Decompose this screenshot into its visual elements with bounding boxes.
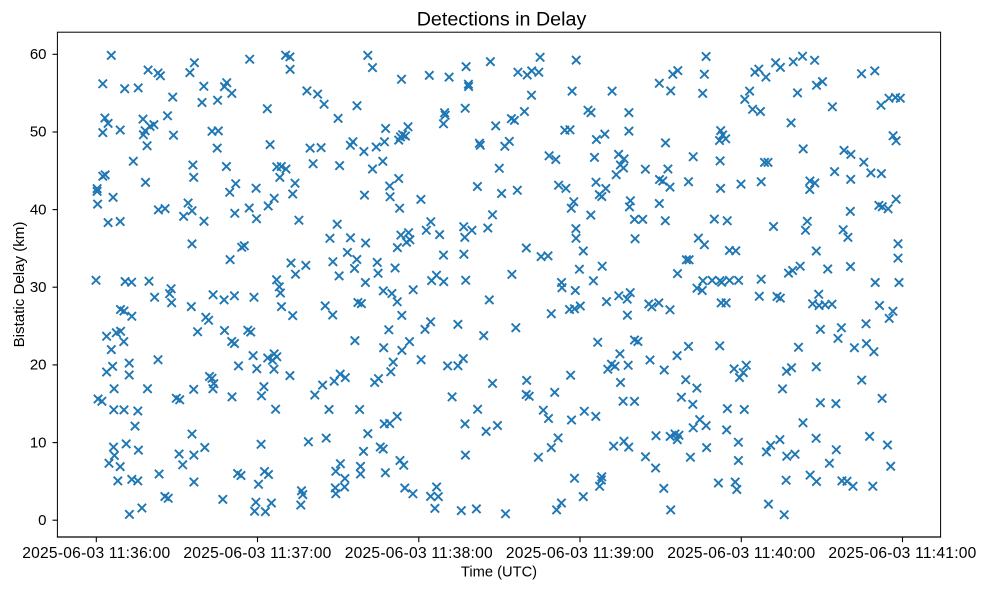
- svg-text:2025-06-03 11:37:00: 2025-06-03 11:37:00: [183, 545, 331, 562]
- svg-text:2025-06-03 11:39:00: 2025-06-03 11:39:00: [506, 545, 654, 562]
- svg-text:20: 20: [30, 357, 47, 374]
- svg-text:2025-06-03 11:41:00: 2025-06-03 11:41:00: [828, 545, 976, 562]
- svg-text:40: 40: [30, 201, 47, 218]
- svg-text:2025-06-03 11:38:00: 2025-06-03 11:38:00: [345, 545, 493, 562]
- svg-text:Bistatic Delay (km): Bistatic Delay (km): [11, 222, 28, 348]
- svg-text:2025-06-03 11:40:00: 2025-06-03 11:40:00: [667, 545, 815, 562]
- svg-text:10: 10: [30, 434, 47, 451]
- svg-text:50: 50: [30, 124, 47, 141]
- svg-text:2025-06-03 11:36:00: 2025-06-03 11:36:00: [22, 545, 170, 562]
- svg-text:Detections in Delay: Detections in Delay: [417, 8, 587, 30]
- svg-text:30: 30: [30, 279, 47, 296]
- svg-text:60: 60: [30, 46, 47, 63]
- svg-text:0: 0: [38, 512, 46, 529]
- svg-text:Time (UTC): Time (UTC): [461, 564, 537, 580]
